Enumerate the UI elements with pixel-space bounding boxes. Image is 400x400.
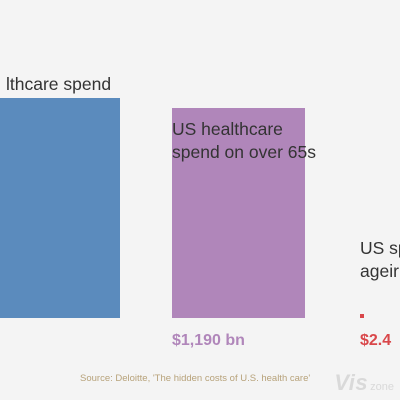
source-note: Source: Deloitte, 'The hidden costs of U… <box>80 373 311 384</box>
bar-0 <box>0 98 120 318</box>
bar-label-2-line-1: ageir <box>360 261 399 281</box>
bar-2 <box>360 314 364 318</box>
bar-label-1-line-0: US healthcare <box>172 119 283 139</box>
value-label-2: $2.4 <box>360 332 391 349</box>
bar-label-0-line-0: lthcare spend <box>6 74 111 94</box>
bar-label-1-line-1: spend on over 65s <box>172 142 316 162</box>
vizzone-watermark-logo: Vis zone <box>334 370 394 396</box>
watermark-sub-text: zone <box>370 381 394 393</box>
bar-label-2-line-0: US sp <box>360 238 400 258</box>
watermark-main-text: Vis <box>334 370 369 395</box>
bar-1 <box>172 108 305 318</box>
value-label-1: $1,190 bn <box>172 332 245 349</box>
